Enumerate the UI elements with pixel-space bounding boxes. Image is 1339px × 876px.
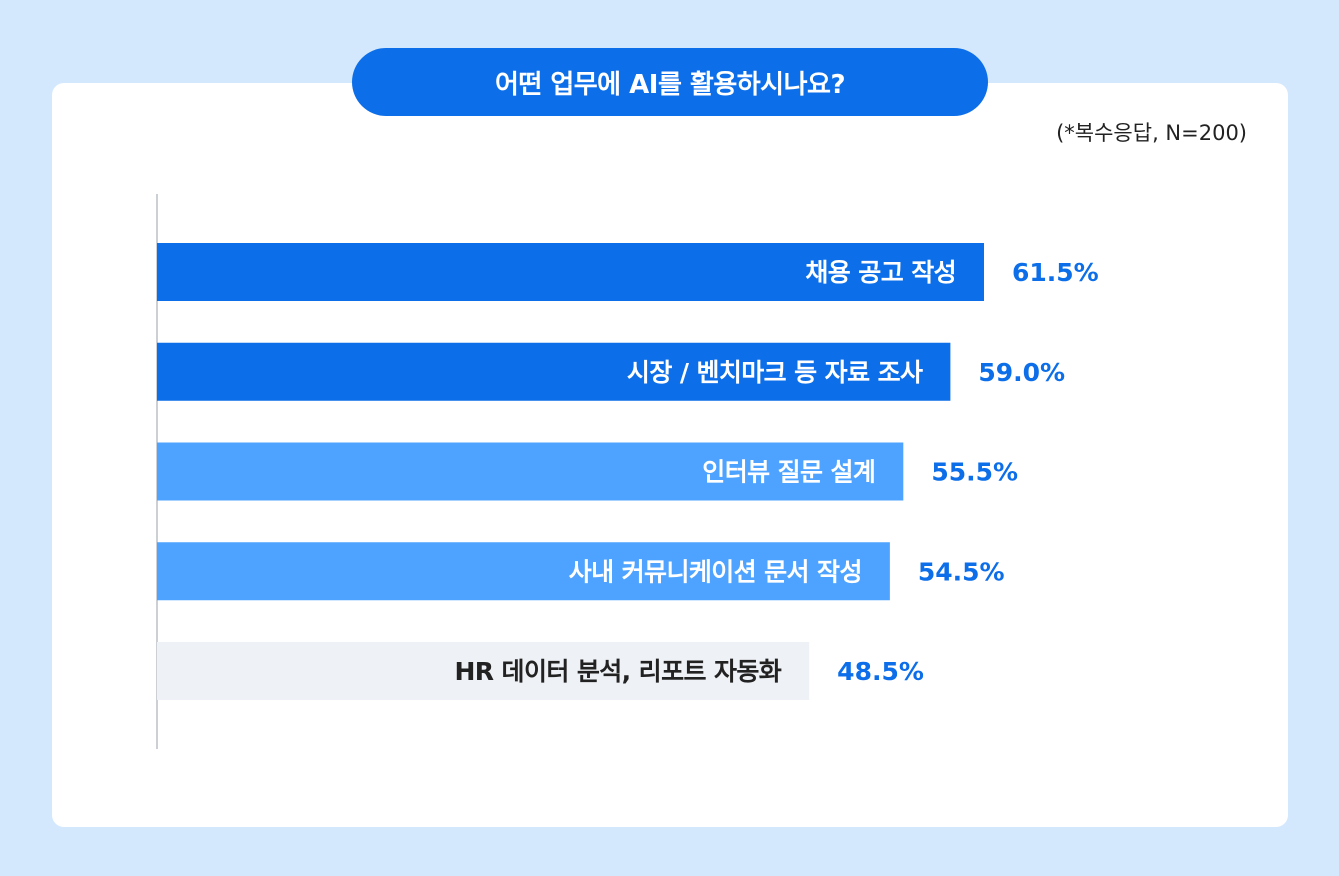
bar-2	[157, 342, 951, 401]
chart-note: (*복수응답, N=200)	[1056, 121, 1247, 145]
bar-label-3: 인터뷰 질문 설계	[702, 458, 875, 487]
bar-4	[157, 542, 890, 601]
value-label-5: 48.5%	[837, 657, 924, 686]
value-label-1: 61.5%	[1012, 258, 1099, 287]
bar-label-1: 채용 공고 작성	[805, 258, 956, 287]
bar-label-5: HR 데이터 분석, 리포트 자동화	[454, 657, 781, 686]
bar-label-4: 사내 커뮤니케이션 문서 작성	[569, 557, 862, 586]
chart-title: 어떤 업무에 AI를 활용하시나요?	[352, 48, 988, 116]
bar-3	[157, 442, 904, 501]
bar-label-2: 시장 / 벤치마크 등 자료 조사	[627, 358, 923, 387]
value-label-4: 54.5%	[918, 557, 1005, 586]
bar-5	[157, 642, 810, 700]
value-label-3: 55.5%	[931, 458, 1018, 487]
value-label-2: 59.0%	[978, 358, 1065, 387]
bar-1	[157, 243, 984, 301]
